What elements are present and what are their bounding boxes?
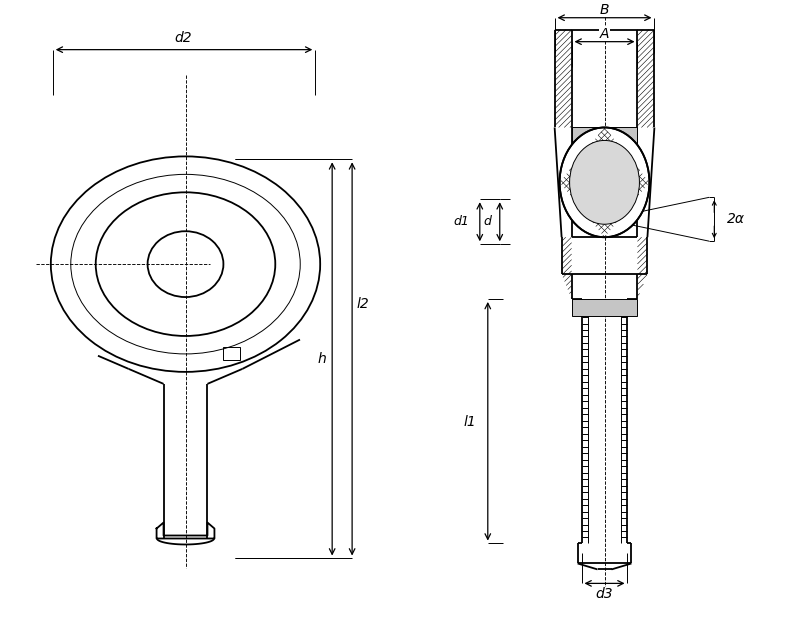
Bar xyxy=(571,128,638,144)
Text: l1: l1 xyxy=(463,415,476,429)
Ellipse shape xyxy=(560,128,650,237)
Text: d: d xyxy=(484,215,492,228)
Text: 2α: 2α xyxy=(727,212,746,227)
Ellipse shape xyxy=(570,141,639,224)
Text: d1: d1 xyxy=(454,215,470,228)
Bar xyxy=(571,299,638,316)
Text: d2: d2 xyxy=(174,31,192,45)
Text: h: h xyxy=(318,352,326,366)
Text: l2: l2 xyxy=(357,297,370,311)
Text: A: A xyxy=(600,27,610,41)
Bar xyxy=(223,347,240,360)
Text: B: B xyxy=(600,2,610,17)
Text: d3: d3 xyxy=(596,587,614,602)
